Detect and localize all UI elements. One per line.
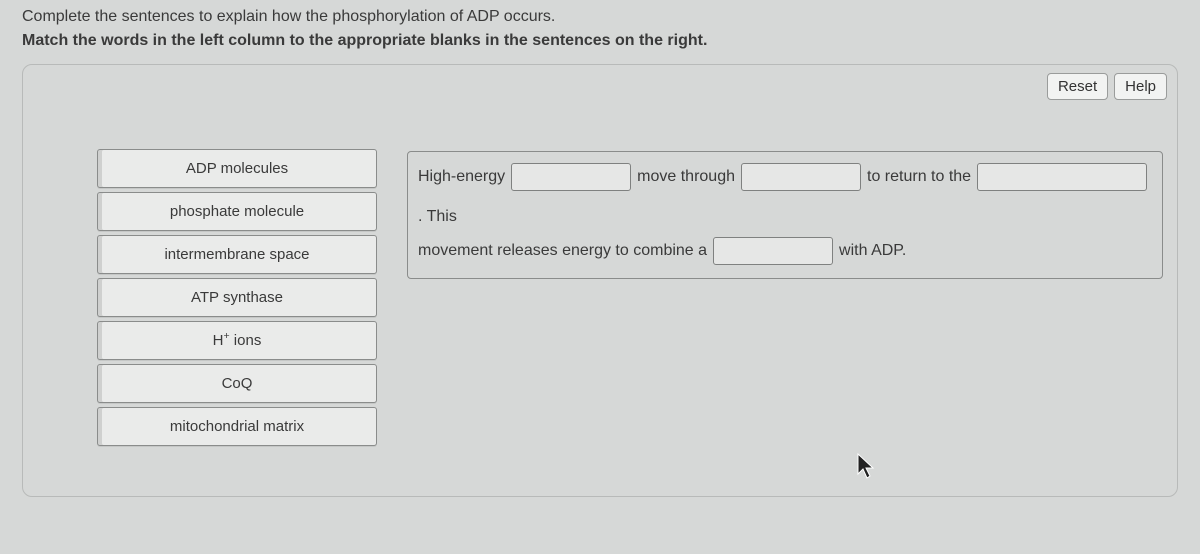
exercise-panel: Reset Help ADP molecules phosphate molec…	[22, 64, 1178, 497]
sentence-target-box: High-energy move through to return to th…	[407, 151, 1163, 279]
drop-blank-1[interactable]	[511, 163, 631, 191]
drop-blank-2[interactable]	[741, 163, 861, 191]
mouse-cursor-icon	[855, 452, 877, 480]
drag-source-column: ADP molecules phosphate molecule interme…	[97, 149, 377, 446]
drag-item-label: H+ ions	[213, 332, 262, 349]
reset-button[interactable]: Reset	[1047, 73, 1108, 100]
drag-item-atp-synthase[interactable]: ATP synthase	[97, 278, 377, 317]
help-button[interactable]: Help	[1114, 73, 1167, 100]
drag-item-mitochondrial-matrix[interactable]: mitochondrial matrix	[97, 407, 377, 446]
drag-item-coq[interactable]: CoQ	[97, 364, 377, 403]
drop-blank-3[interactable]	[977, 163, 1147, 191]
sentence-text: movement releases energy to combine a	[418, 234, 707, 268]
sentence-text: with ADP.	[839, 234, 906, 268]
drag-item-intermembrane-space[interactable]: intermembrane space	[97, 235, 377, 274]
instruction-line-1: Complete the sentences to explain how th…	[22, 8, 1178, 26]
sentence-text: move through	[637, 160, 735, 194]
drag-item-adp-molecules[interactable]: ADP molecules	[97, 149, 377, 188]
instruction-line-2: Match the words in the left column to th…	[22, 32, 1178, 50]
sentence-text: to return to the	[867, 160, 971, 194]
sentence-text: . This	[418, 200, 457, 234]
sentence-text: High-energy	[418, 160, 505, 194]
drag-item-h-ions[interactable]: H+ ions	[97, 321, 377, 360]
drag-item-phosphate-molecule[interactable]: phosphate molecule	[97, 192, 377, 231]
drop-blank-4[interactable]	[713, 237, 833, 265]
